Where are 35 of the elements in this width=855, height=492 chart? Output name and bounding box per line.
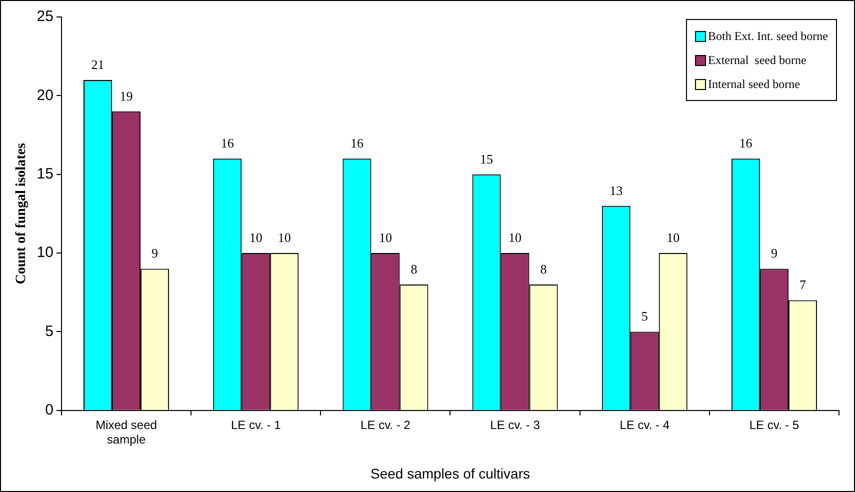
data-label: 16 [220,136,234,151]
y-tick-label: 10 [36,244,54,262]
x-tick-label: LE cv. - 5 [749,418,800,432]
data-label: 7 [799,277,806,292]
data-label: 10 [666,230,680,245]
x-tick-label: LE cv. - 4 [620,418,670,432]
data-label: 10 [278,230,291,245]
y-axis-title: Count of fungal isolates [14,142,30,284]
data-label: 5 [641,308,648,324]
data-label: 8 [540,261,547,276]
data-label: 10 [508,230,522,245]
data-label: 21 [91,56,104,72]
y-tick-label: 15 [36,166,54,182]
data-label: 19 [120,88,133,104]
y-tick-label: 25 [36,8,54,26]
data-label: 9 [152,246,158,261]
x-tick-label: LE cv. - 1 [230,418,282,432]
data-label: 13 [610,182,623,198]
x-tick-label: LE cv. - 2 [360,418,411,432]
data-label: 10 [378,230,392,245]
x-tick-label: LE cv. - 3 [490,418,540,432]
data-label: 16 [739,136,753,151]
y-tick-label: 0 [45,402,54,419]
data-label: 15 [480,151,494,166]
legend-label: Both Ext. Int. seed borne [707,28,828,44]
data-label: 9 [770,246,778,261]
x-tick-label: Mixed seed sample [96,418,157,446]
y-tick-label: 20 [36,86,54,104]
legend-label: Internal seed borne [707,76,801,92]
data-label: 8 [410,261,418,276]
data-label: 10 [249,230,262,245]
legend-label: External seed borne [707,52,808,68]
data-label: 16 [350,136,364,151]
y-tick-label: 5 [45,322,54,340]
x-axis-title: Seed samples of cultivars [370,465,530,482]
